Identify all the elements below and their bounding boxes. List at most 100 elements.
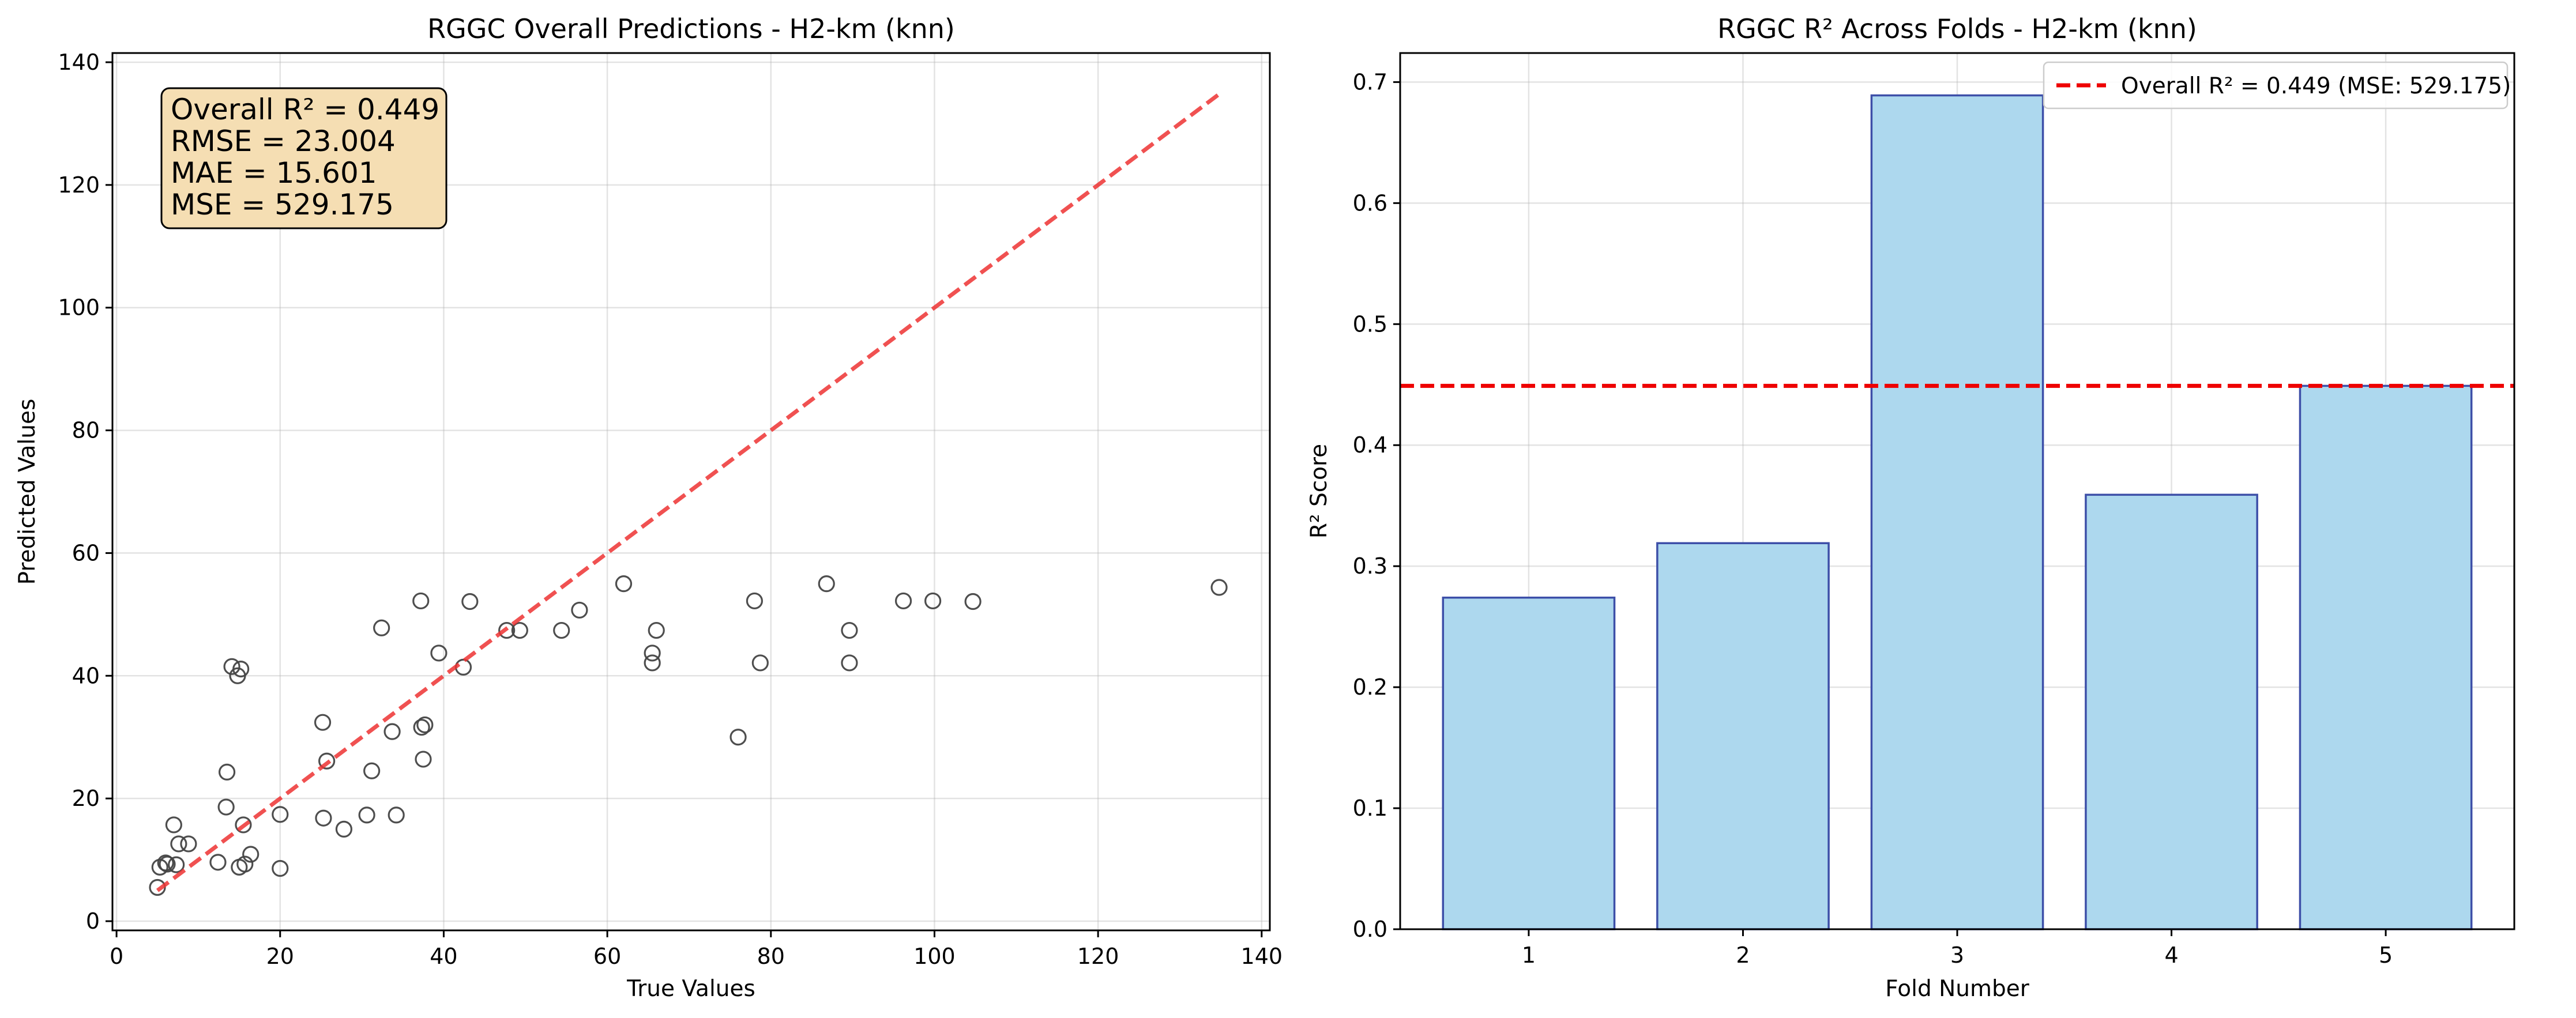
stats-box-background	[160, 87, 447, 229]
scatter-point	[746, 592, 764, 610]
scatter-point	[648, 621, 665, 639]
scatter-plot-frame	[111, 52, 1271, 932]
scatter-point	[818, 575, 835, 593]
stat-mse: MSE = 529.175	[171, 188, 394, 221]
bar-fold-4	[2085, 493, 2258, 930]
scatter-ticks: 0 20 40 60 80 100 120 140 0 20 40 60 80 100 120 140	[58, 50, 1283, 969]
scatter-point	[413, 719, 430, 736]
scatter-x-tick-label: 120	[1077, 944, 1119, 969]
scatter-point	[157, 854, 174, 872]
scatter-point	[644, 644, 661, 662]
bar-fold-5	[2299, 384, 2473, 930]
scatter-points	[149, 575, 1228, 896]
legend: Overall R² = 0.449 (MSE: 529.175)	[2043, 61, 2511, 110]
bar-y-tick-label: 0.0	[1353, 917, 1387, 942]
bar-y-tick-label: 0.4	[1353, 432, 1387, 458]
stats-annotation-box: Overall R² = 0.449 RMSE = 23.004 MAE = 1…	[160, 87, 447, 229]
scatter-y-tick-label: 20	[72, 786, 100, 811]
scatter-point	[217, 798, 235, 816]
scatter-y-tick-label: 0	[86, 908, 100, 934]
scatter-point	[232, 660, 250, 678]
scatter-point	[964, 593, 981, 610]
scatter-point	[430, 644, 447, 662]
scatter-x-tick-label: 60	[593, 944, 621, 969]
scatter-point	[165, 816, 182, 834]
scatter-point	[151, 858, 168, 876]
scatter-point	[1210, 579, 1228, 596]
scatter-point	[412, 592, 430, 610]
bar-x-tick-label: 4	[2164, 942, 2178, 968]
scatter-point	[363, 762, 381, 779]
bar-x-tick-label: 3	[1950, 942, 1964, 968]
scatter-point	[223, 658, 240, 675]
bar-y-tick-label: 0.6	[1353, 190, 1387, 216]
scatter-y-tick-label: 60	[72, 540, 100, 565]
scatter-chart: RGGC Overall Predictions - H2-km (knn) T…	[14, 13, 1283, 1002]
scatter-point	[729, 729, 747, 746]
scatter-point	[318, 752, 336, 770]
scatter-point	[415, 751, 432, 768]
stat-r2: Overall R² = 0.449	[171, 93, 439, 126]
scatter-grid	[112, 53, 1270, 930]
scatter-point	[571, 601, 588, 619]
bar-y-tick-label: 0.1	[1353, 795, 1387, 821]
scatter-point	[242, 846, 260, 863]
bar-x-tick-label: 1	[1522, 942, 1536, 968]
bar-fold-2	[1656, 542, 1830, 930]
scatter-point	[511, 621, 528, 639]
scatter-point	[373, 619, 390, 636]
bar-chart-title: RGGC R² Across Folds - H2-km (knn)	[1717, 13, 2197, 44]
scatter-x-tick-label: 0	[110, 944, 123, 969]
scatter-point	[416, 716, 434, 734]
scatter-point	[644, 654, 661, 672]
scatter-point	[159, 855, 176, 873]
scatter-point	[841, 654, 858, 672]
bar-chart: RGGC R² Across Folds - H2-km (knn) Fold …	[1306, 13, 2515, 1002]
scatter-point	[209, 854, 227, 871]
scatter-point	[180, 835, 197, 853]
scatter-point	[168, 856, 185, 873]
scatter-x-tick-label: 80	[757, 944, 785, 969]
scatter-y-tick-label: 100	[58, 295, 100, 321]
scatter-point	[841, 621, 858, 639]
stat-mae: MAE = 15.601	[171, 156, 377, 190]
scatter-point	[383, 723, 401, 740]
scatter-point	[235, 816, 252, 834]
bar-fold-1	[1442, 597, 1616, 930]
bars	[1442, 94, 2473, 930]
scatter-point	[218, 763, 236, 781]
bar-y-tick-label: 0.7	[1353, 69, 1387, 95]
scatter-y-tick-label: 140	[58, 50, 100, 75]
scatter-x-tick-label: 20	[266, 944, 294, 969]
bar-y-tick-label: 0.5	[1353, 311, 1387, 337]
scatter-point	[498, 621, 516, 639]
scatter-point	[236, 855, 254, 873]
scatter-y-tick-label: 120	[58, 172, 100, 198]
scatter-x-axis-label: True Values	[626, 976, 755, 1002]
scatter-point	[272, 806, 289, 823]
bar-y-tick-label: 0.2	[1353, 674, 1387, 700]
legend-box	[2043, 61, 2509, 110]
scatter-x-tick-label: 40	[430, 944, 457, 969]
scatter-y-axis-label: Predicted Values	[14, 399, 40, 585]
bar-ticks: 0.0 0.1 0.2 0.3 0.4 0.5 0.6 0.7 1 2 3 4 5	[1353, 69, 2393, 968]
scatter-point	[894, 592, 912, 610]
legend-entry: Overall R² = 0.449 (MSE: 529.175)	[2121, 73, 2511, 99]
scatter-point	[924, 592, 942, 610]
scatter-point	[388, 806, 405, 824]
scatter-x-tick-label: 100	[913, 944, 956, 969]
scatter-y-tick-label: 40	[72, 663, 100, 688]
scatter-point	[335, 820, 353, 838]
scatter-point	[314, 714, 332, 731]
scatter-y-tick-label: 80	[72, 418, 100, 443]
stat-rmse: RMSE = 23.004	[171, 125, 396, 158]
scatter-point	[149, 879, 166, 896]
scatter-point	[358, 806, 375, 824]
scatter-point	[170, 835, 187, 853]
scatter-point	[272, 859, 289, 877]
bar-x-tick-label: 2	[1736, 942, 1750, 968]
scatter-point	[315, 809, 332, 827]
scatter-x-tick-label: 140	[1241, 944, 1283, 969]
scatter-point	[615, 575, 633, 593]
